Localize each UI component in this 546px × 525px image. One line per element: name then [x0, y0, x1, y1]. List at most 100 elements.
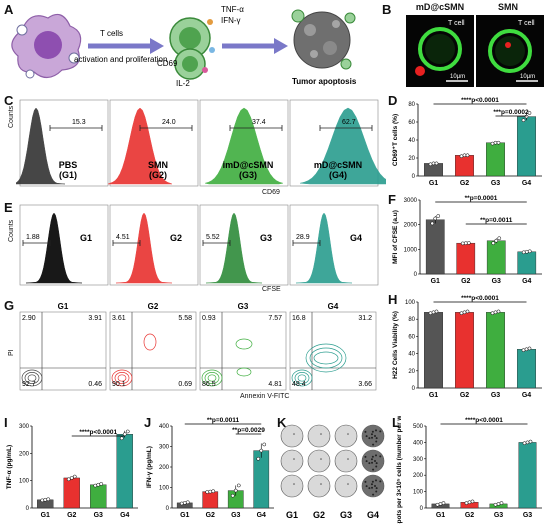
quadrant-value-ur: 31.2	[358, 315, 372, 322]
panel-e-histograms: 1.88 G1 4.51 G2 5.52 G3 28.9 G4	[19, 204, 379, 286]
x-tick-label: G4	[522, 278, 531, 285]
gate-value: 24.0	[162, 119, 176, 126]
panel-label-l: L	[392, 415, 400, 430]
plot-title: G2	[148, 302, 159, 311]
spot	[370, 483, 373, 486]
x-tick-label: G3	[494, 512, 503, 519]
x-tick-label: G3	[491, 180, 500, 187]
bar	[485, 312, 505, 389]
data-point	[524, 347, 529, 352]
chart-i: 0 100 200 300 TNF-α (pg/mL) G1 G2 G3 G4 ****p<0.0…	[6, 424, 138, 519]
well-column-label: G2	[313, 510, 325, 520]
histogram-frame	[19, 99, 109, 187]
well-column-label: G4	[367, 510, 379, 520]
data-point	[431, 161, 436, 166]
quadrant-value-ur: 5.58	[178, 315, 192, 322]
data-point	[211, 489, 216, 494]
significance-label: **p=0.0001	[465, 195, 498, 202]
histogram-peak	[107, 107, 173, 185]
data-point	[465, 309, 470, 314]
data-point	[122, 432, 127, 437]
group-name: mD@cSMN	[314, 160, 362, 170]
x-tick-label: G2	[206, 512, 215, 519]
x-tick-label: G1	[180, 512, 189, 519]
group-name: imD@cSMN	[223, 160, 274, 170]
ifn-label: IFN-γ	[221, 16, 241, 25]
data-point	[460, 241, 465, 246]
data-point	[428, 162, 433, 167]
well	[334, 424, 358, 448]
spot	[375, 490, 378, 493]
spot	[365, 460, 368, 463]
well	[280, 424, 304, 448]
spot	[293, 458, 295, 460]
data-point	[521, 348, 526, 353]
x-tick-label: G2	[67, 512, 76, 519]
scale-label-1: 10μm	[450, 74, 465, 80]
y-tick-label: 400	[159, 424, 170, 430]
quadrant-value-ll: 90.1	[112, 381, 126, 388]
tcell-label-1: T cell	[448, 20, 465, 27]
y-tick-label: 40	[408, 138, 415, 144]
y-tick-label: 0	[412, 174, 416, 180]
panel-g-flow-plots: G1 2.90 3.91 92.7 0.46 G2 3.61 5.58 90.1 0.69 G3 0.…	[19, 302, 377, 391]
scale-label-2: 10μm	[520, 74, 535, 80]
x-tick-label: G4	[120, 512, 129, 519]
bar	[454, 312, 474, 389]
data-point	[205, 490, 210, 494]
data-point	[521, 250, 526, 255]
data-point	[256, 456, 261, 461]
gate-value: 28.9	[296, 234, 310, 241]
data-point	[465, 153, 470, 158]
quadrant-value-ul: 3.61	[112, 315, 126, 322]
panel-label-j: J	[144, 415, 152, 430]
group-name: PBS	[59, 160, 78, 170]
arrow1-top-label: T cells	[100, 29, 123, 38]
chart-h: 0 20 40 60 80 100 H22 Cells Viability (%) G1 G2 G…	[392, 295, 542, 399]
y-tick-label: 200	[159, 465, 170, 471]
spot	[372, 443, 375, 446]
chart-l: 0 100 200 300 400 500 Spots per 3×10⁵ cells (n…	[396, 416, 542, 524]
gate-value: 1.88	[26, 234, 40, 241]
x-tick-label: G2	[461, 278, 470, 285]
data-point	[233, 488, 238, 493]
significance-label: **p=0.0011	[480, 217, 513, 224]
bar	[202, 491, 219, 509]
plot-title: G1	[58, 302, 69, 311]
data-point	[497, 236, 502, 241]
y-tick-label: 100	[159, 486, 170, 492]
contour-line	[294, 372, 310, 384]
quadrant-value-ul: 0.93	[202, 315, 216, 322]
group-code: (G1)	[59, 170, 77, 180]
data-point	[69, 476, 74, 480]
data-point	[493, 502, 498, 507]
histogram-peak	[295, 212, 353, 284]
data-point	[431, 310, 436, 315]
cd69-label: CD69	[157, 59, 178, 68]
contour-line	[114, 372, 130, 384]
spot	[371, 430, 374, 433]
spot	[368, 487, 371, 490]
contour-line	[313, 351, 339, 365]
bar	[116, 434, 133, 509]
data-point	[436, 214, 441, 218]
contour-line	[201, 369, 223, 387]
well	[334, 474, 358, 498]
quadrant-value-lr: 3.66	[358, 381, 372, 388]
well	[307, 424, 331, 448]
data-point	[433, 216, 438, 221]
group-code: (G3)	[239, 170, 257, 180]
bar	[63, 477, 80, 509]
contour-line	[111, 369, 133, 387]
y-tick-label: 300	[19, 424, 30, 430]
y-tick-label: 300	[413, 457, 424, 463]
data-point	[259, 448, 264, 453]
c-ylabel: Counts	[8, 105, 15, 128]
data-point	[462, 153, 467, 158]
y-tick-label: 1000	[404, 247, 418, 253]
data-point	[40, 498, 45, 503]
spot	[375, 465, 378, 468]
data-point	[262, 442, 267, 447]
histogram-frame	[19, 204, 109, 286]
result-label: Tumor apoptosis	[292, 77, 357, 86]
